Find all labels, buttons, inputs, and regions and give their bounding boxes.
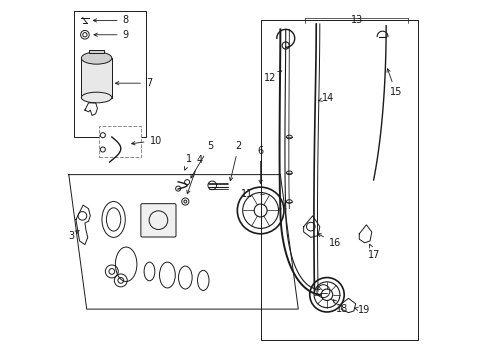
- Bar: [89, 50, 104, 53]
- Text: 12: 12: [264, 71, 282, 83]
- Text: 1: 1: [184, 154, 192, 170]
- Text: 15: 15: [386, 69, 401, 97]
- Text: 13: 13: [350, 15, 363, 26]
- Text: 3: 3: [68, 230, 79, 240]
- Text: 9: 9: [94, 30, 128, 40]
- Ellipse shape: [81, 92, 112, 103]
- Text: 19: 19: [354, 305, 369, 315]
- Text: 18: 18: [332, 300, 347, 314]
- Text: 10: 10: [131, 136, 162, 145]
- Text: 16: 16: [317, 234, 340, 248]
- Text: 2: 2: [229, 141, 241, 181]
- Text: 8: 8: [93, 15, 128, 26]
- FancyBboxPatch shape: [141, 204, 176, 237]
- Text: 6: 6: [257, 145, 263, 184]
- Bar: [260, 21, 418, 339]
- Bar: [81, 58, 112, 98]
- Text: 7: 7: [115, 78, 152, 88]
- Text: 11: 11: [241, 189, 253, 199]
- Text: 4: 4: [186, 155, 202, 194]
- Text: 5: 5: [190, 141, 213, 178]
- Text: 14: 14: [318, 93, 333, 103]
- Bar: [74, 12, 145, 137]
- Ellipse shape: [81, 52, 112, 64]
- Text: 17: 17: [367, 244, 380, 260]
- Bar: [99, 126, 140, 157]
